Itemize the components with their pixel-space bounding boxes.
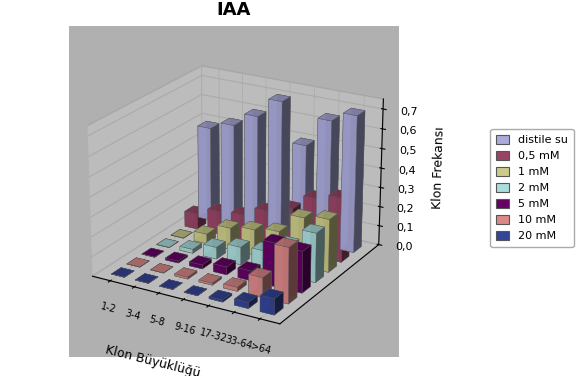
Title: IAA: IAA: [217, 1, 251, 19]
X-axis label: Klon Büyüklüğü: Klon Büyüklüğü: [104, 344, 202, 376]
Legend: distile su, 0,5 mM, 1 mM, 2 mM, 5 mM, 10 mM, 20 mM: distile su, 0,5 mM, 1 mM, 2 mM, 5 mM, 10…: [490, 129, 574, 247]
